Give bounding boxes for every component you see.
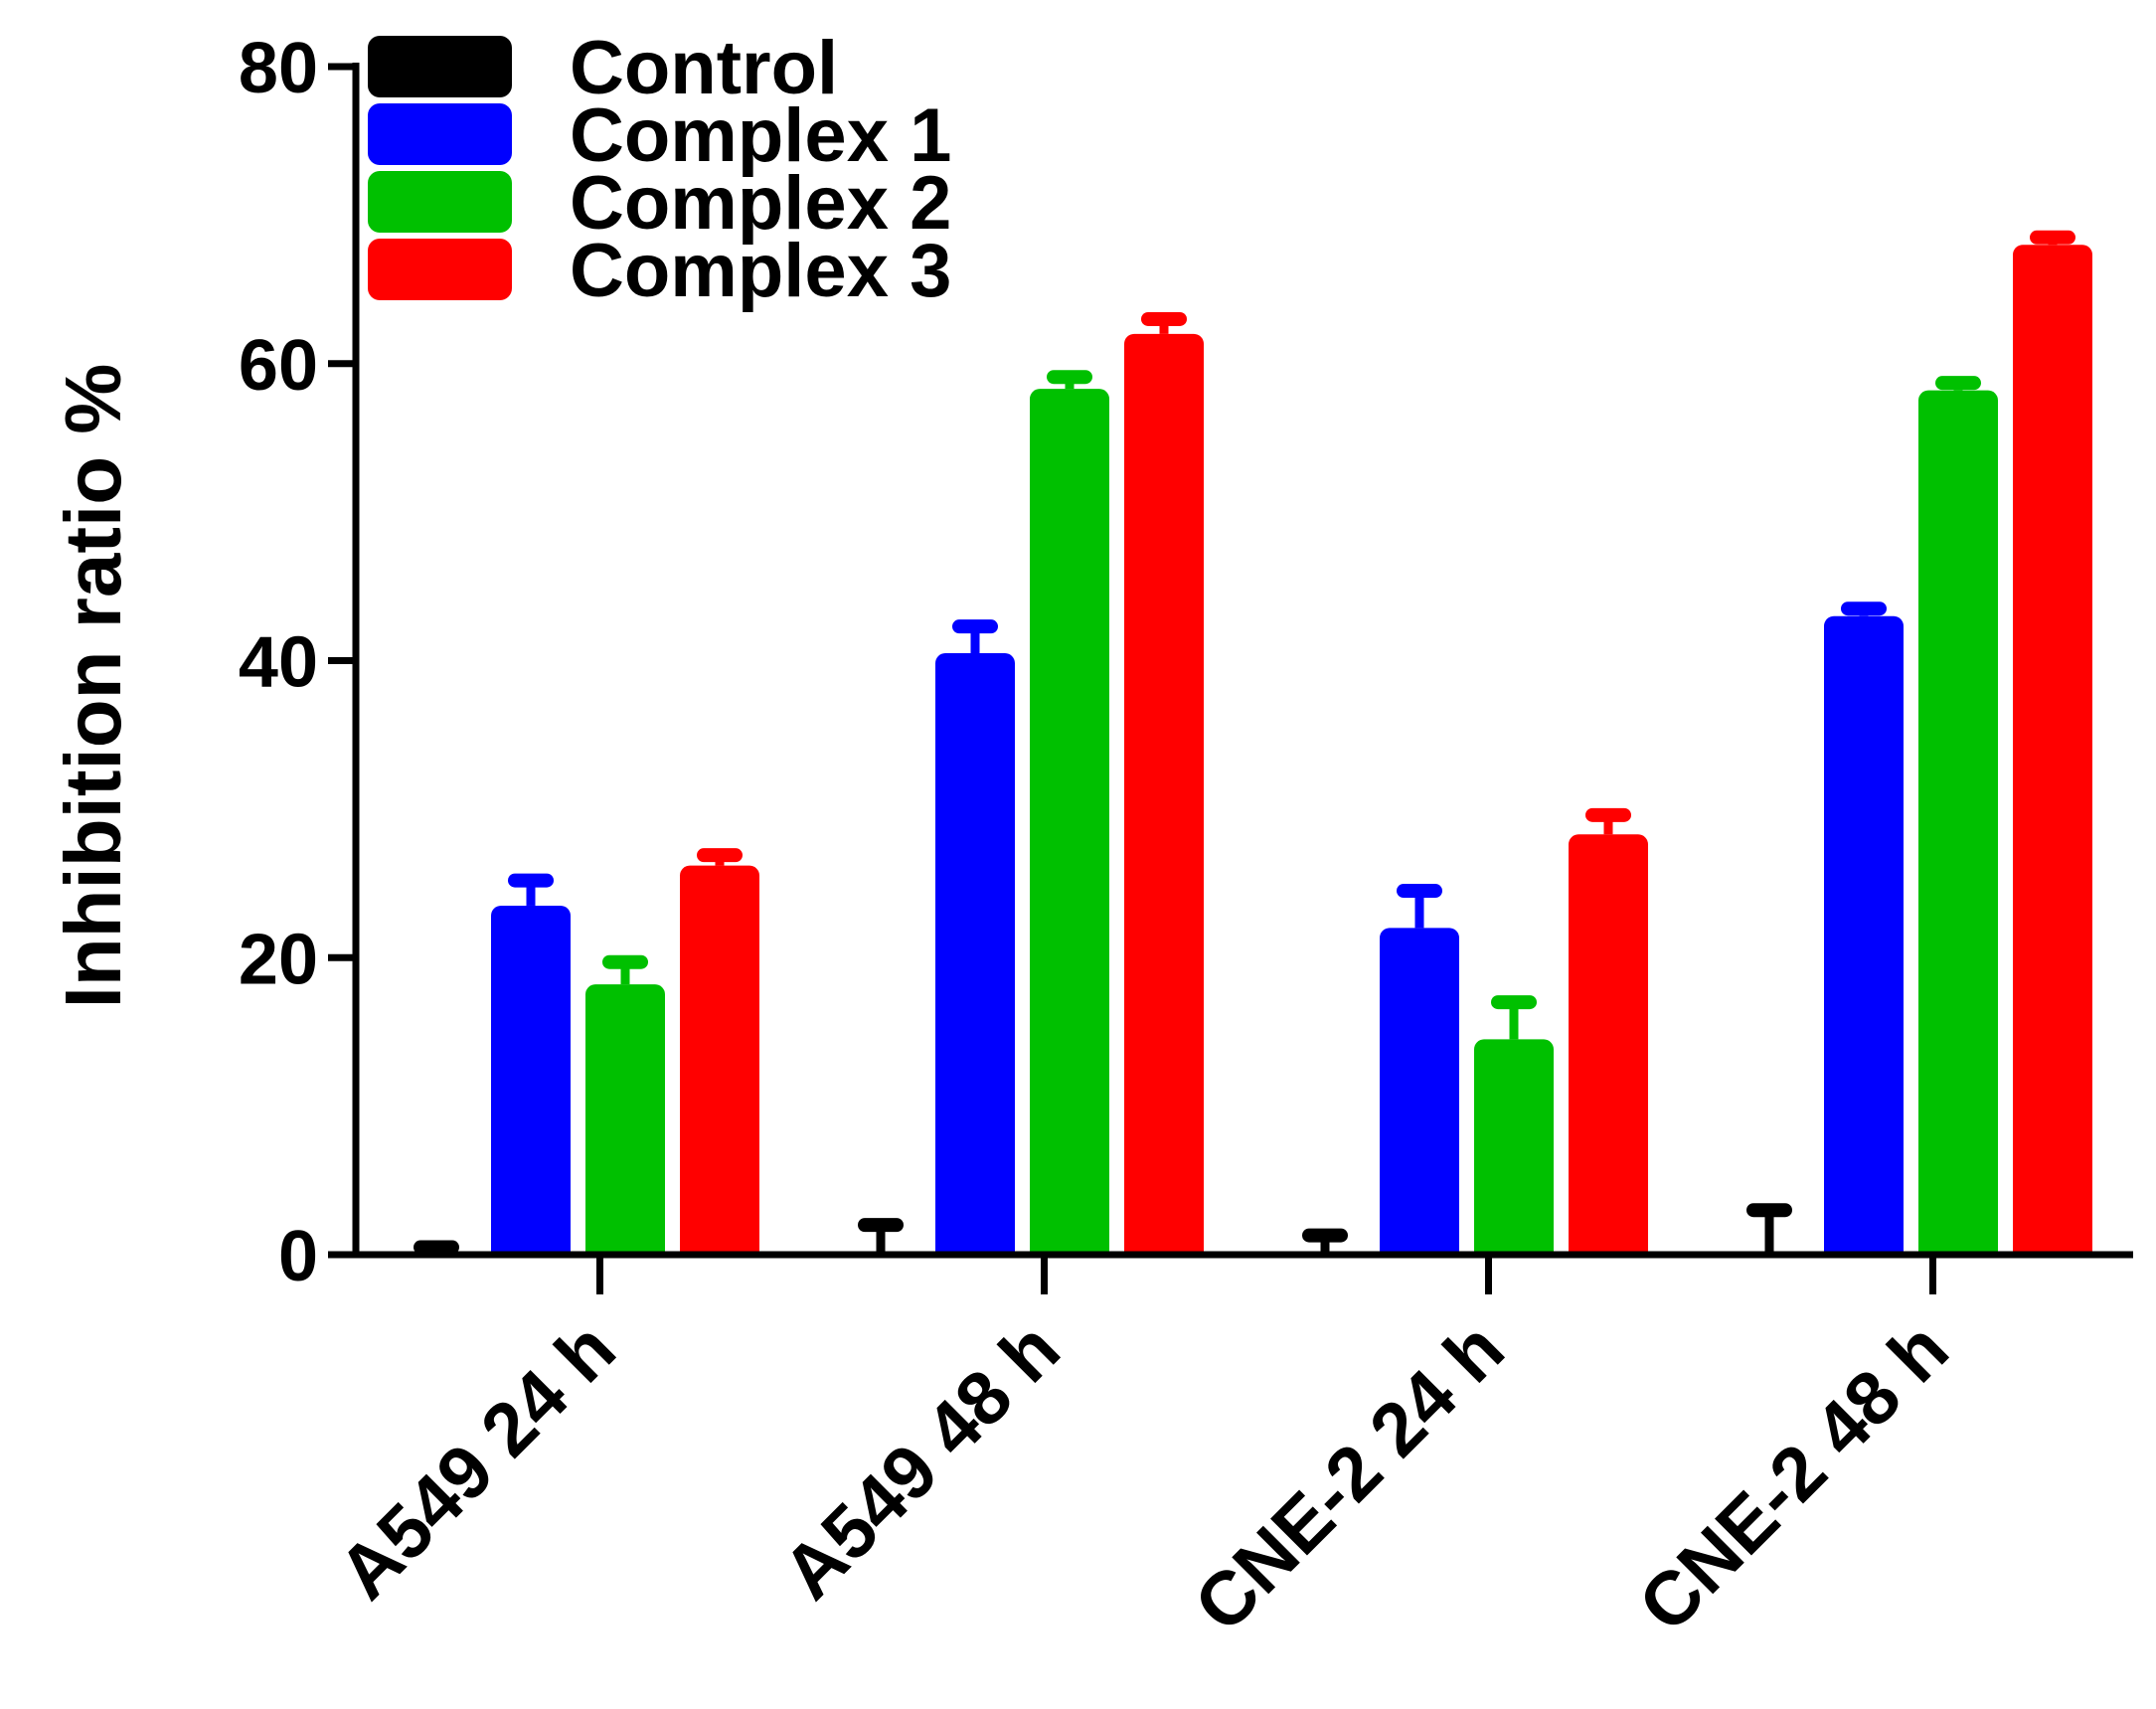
bar-body (1569, 846, 1648, 1255)
legend-label: Complex 2 (570, 161, 951, 246)
bar-body (1124, 345, 1204, 1255)
legend-label: Complex 3 (570, 229, 951, 313)
bar-body (1824, 627, 1904, 1255)
bar-body (491, 917, 571, 1255)
y-tick-label: 40 (239, 623, 318, 703)
y-tick-label: 0 (278, 1217, 318, 1296)
bar-body (935, 665, 1015, 1255)
y-tick-label: 60 (239, 326, 318, 406)
legend-swatch-complex-1 (368, 103, 512, 165)
bar-body (1030, 401, 1109, 1255)
legend-label: Control (570, 26, 838, 110)
bar-body (1474, 1051, 1554, 1255)
legend-swatch-control (368, 36, 512, 97)
bar-body (2013, 256, 2092, 1255)
x-tick-label: CNE-2 24 h (1179, 1306, 1521, 1648)
y-axis-label: Inhibition ratio % (49, 364, 137, 1009)
x-tick-label: A549 24 h (322, 1306, 631, 1616)
bar-body (1918, 402, 1998, 1255)
y-tick-label: 80 (239, 29, 318, 108)
bars-group (414, 230, 2092, 1255)
legend-label: Complex 1 (570, 93, 951, 178)
x-tick-label: A549 48 h (766, 1306, 1076, 1616)
bar-body (680, 877, 759, 1255)
x-tick-label: CNE-2 48 h (1623, 1306, 1965, 1648)
y-tick-label: 20 (239, 920, 318, 999)
bar-body (1380, 940, 1459, 1255)
legend-swatch-complex-2 (368, 171, 512, 233)
bar-body (585, 996, 665, 1255)
legend-swatch-complex-3 (368, 239, 512, 300)
